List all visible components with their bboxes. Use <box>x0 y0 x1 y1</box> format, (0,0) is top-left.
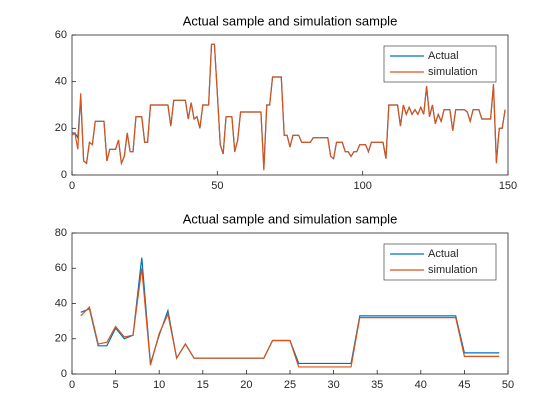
chart-title: Actual sample and simulation sample <box>183 211 398 226</box>
x-tick-label: 40 <box>415 379 427 391</box>
y-tick-label: 0 <box>61 368 67 380</box>
x-tick-label: 20 <box>240 379 252 391</box>
x-tick-label: 5 <box>113 379 119 391</box>
y-tick-label: 40 <box>55 76 67 88</box>
x-tick-label: 35 <box>371 379 383 391</box>
legend-label: simulation <box>428 264 478 276</box>
series-line <box>71 43 506 171</box>
legend-label: Actual <box>428 50 459 62</box>
x-tick-label: 15 <box>197 379 209 391</box>
x-tick-label: 0 <box>69 379 75 391</box>
y-tick-label: 0 <box>61 169 67 181</box>
y-tick-label: 60 <box>55 262 67 274</box>
x-tick-label: 30 <box>327 379 339 391</box>
x-tick-label: 0 <box>69 180 75 192</box>
y-tick-label: 80 <box>55 227 67 239</box>
x-tick-label: 150 <box>499 180 517 192</box>
legend-label: Actual <box>428 248 459 260</box>
legend-label: simulation <box>428 66 478 78</box>
x-tick-label: 50 <box>502 379 514 391</box>
x-tick-label: 45 <box>458 379 470 391</box>
chart-title: Actual sample and simulation sample <box>183 13 398 28</box>
x-tick-label: 100 <box>353 180 371 192</box>
x-tick-label: 25 <box>284 379 296 391</box>
legend <box>383 243 497 281</box>
y-tick-label: 60 <box>55 29 67 41</box>
y-tick-label: 20 <box>55 333 67 345</box>
x-tick-label: 50 <box>211 180 223 192</box>
series-line <box>80 268 500 368</box>
y-tick-label: 40 <box>55 297 67 309</box>
legend <box>383 45 497 83</box>
x-tick-label: 10 <box>153 379 165 391</box>
y-tick-label: 20 <box>55 122 67 134</box>
